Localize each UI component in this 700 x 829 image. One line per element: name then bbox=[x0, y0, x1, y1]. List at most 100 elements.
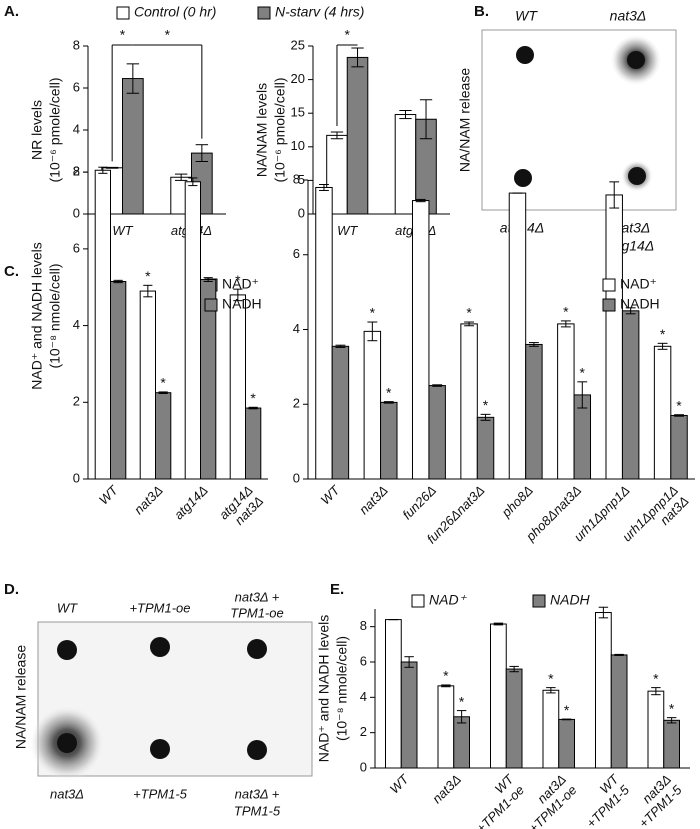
bar bbox=[229, 294, 246, 480]
error-bar bbox=[126, 63, 140, 94]
legend-label: Control (0 hr) bbox=[134, 4, 216, 20]
x-tick-label-line: WT bbox=[96, 482, 122, 508]
bar bbox=[94, 169, 111, 480]
bar bbox=[558, 718, 575, 769]
x-tick-label-line: fun26Δ bbox=[400, 483, 440, 523]
error-bar bbox=[561, 718, 572, 721]
y-axis-label: NA/NAM levels bbox=[254, 83, 270, 177]
significance-star: * bbox=[443, 668, 449, 684]
y-tick-label: 2 bbox=[73, 394, 80, 409]
bar bbox=[428, 385, 446, 480]
legend-label: N-starv (4 hrs) bbox=[275, 4, 364, 20]
y-tick-label: 5 bbox=[298, 172, 305, 187]
error-bar bbox=[528, 342, 539, 347]
significance-star: * bbox=[386, 384, 392, 400]
bar bbox=[453, 716, 470, 769]
error-bar bbox=[203, 277, 213, 282]
legend-swatch bbox=[257, 6, 271, 20]
x-tick-label: WT bbox=[337, 223, 358, 238]
bar bbox=[647, 690, 665, 769]
y-axis-label: NAD⁺ and NADH levels bbox=[29, 242, 45, 389]
significance-star: * bbox=[145, 268, 151, 284]
significance-star: * bbox=[459, 693, 465, 709]
significance-star: * bbox=[370, 305, 376, 321]
blot-label: nat3Δ + bbox=[235, 589, 280, 604]
error-bar bbox=[666, 717, 677, 724]
x-tick-label: nat3Δ+TPM1-5 bbox=[626, 771, 686, 829]
y-tick-label: 4 bbox=[360, 689, 367, 704]
legend-swatch bbox=[116, 6, 130, 20]
x-tick-label-line: nat3Δ bbox=[356, 483, 391, 518]
panel-label: A. bbox=[4, 3, 19, 20]
significance-star: * bbox=[676, 397, 682, 413]
bar bbox=[505, 668, 523, 769]
legend-label: NADH bbox=[620, 296, 660, 312]
blot-label: nat3Δ + bbox=[235, 786, 280, 801]
error-bar bbox=[651, 687, 661, 696]
legend-swatch bbox=[204, 298, 218, 312]
bar bbox=[155, 392, 172, 480]
error-bar bbox=[98, 166, 108, 174]
y-axis-label: (10⁻⁶ pmole/cell) bbox=[272, 78, 288, 183]
significance-star: * bbox=[160, 375, 166, 391]
error-bar bbox=[509, 665, 519, 673]
bar bbox=[380, 401, 398, 480]
x-tick-label: atg14Δ bbox=[171, 483, 211, 523]
y-tick-label: 4 bbox=[73, 317, 80, 332]
y-tick-label: 0 bbox=[360, 759, 367, 774]
error-bar bbox=[657, 342, 668, 350]
panel-label: D. bbox=[4, 581, 19, 598]
x-tick-label: WT bbox=[318, 482, 344, 508]
y-tick-label: 15 bbox=[291, 105, 305, 120]
significance-star: * bbox=[250, 390, 256, 406]
x-tick-label: WT bbox=[112, 223, 133, 238]
error-bar bbox=[598, 606, 609, 619]
bar bbox=[508, 192, 527, 480]
error-bar bbox=[456, 710, 467, 724]
legend-swatch bbox=[411, 594, 425, 608]
y-axis-label: (10⁻⁸ nmole/cell) bbox=[334, 636, 350, 741]
x-tick-label: pho8Δ bbox=[498, 483, 536, 521]
y-tick-label: 20 bbox=[291, 71, 305, 86]
x-tick-label-line: nat3Δ bbox=[131, 483, 166, 518]
significance-star: * bbox=[120, 27, 126, 43]
bar bbox=[542, 689, 560, 769]
y-axis-label: NAD⁺ and NADH levels bbox=[316, 615, 332, 762]
significance-star: * bbox=[564, 702, 570, 718]
error-bar bbox=[625, 307, 636, 315]
x-tick-label-line: pho8Δ bbox=[498, 483, 536, 521]
error-bar bbox=[577, 381, 588, 409]
significance-star: * bbox=[563, 304, 569, 320]
significance-star: * bbox=[669, 700, 675, 716]
legend-label: NAD⁺ bbox=[429, 592, 468, 608]
blot-ylabel: NA/NAM release bbox=[13, 645, 29, 749]
x-tick-label: atg14Δnat3Δ bbox=[216, 483, 266, 533]
blot-dot bbox=[57, 733, 77, 753]
legend-label: NADH bbox=[222, 296, 262, 312]
y-tick-label: 6 bbox=[360, 653, 367, 668]
y-tick-label: 8 bbox=[360, 618, 367, 633]
error-bar bbox=[319, 183, 329, 191]
error-bar bbox=[415, 198, 426, 203]
y-tick-label: 0 bbox=[73, 470, 80, 485]
bar bbox=[621, 310, 640, 480]
legend-label: NAD⁺ bbox=[222, 276, 259, 292]
significance-star: * bbox=[548, 670, 554, 686]
blot-label: WT bbox=[515, 8, 538, 24]
blot-label: nat3Δ bbox=[610, 8, 647, 24]
bar bbox=[437, 685, 455, 769]
error-bar bbox=[464, 321, 475, 327]
error-bar bbox=[614, 653, 624, 656]
y-axis-label: NR levels bbox=[29, 100, 45, 160]
error-bar bbox=[174, 173, 188, 181]
x-tick-label-line: WT bbox=[387, 771, 413, 797]
bar bbox=[122, 78, 144, 215]
error-bar bbox=[560, 320, 571, 328]
error-bar bbox=[113, 279, 123, 284]
error-bar bbox=[493, 622, 504, 626]
y-tick-label: 8 bbox=[73, 164, 80, 179]
significance-star: * bbox=[345, 27, 351, 43]
y-tick-label: 2 bbox=[293, 396, 300, 411]
significance-star: * bbox=[466, 305, 472, 321]
